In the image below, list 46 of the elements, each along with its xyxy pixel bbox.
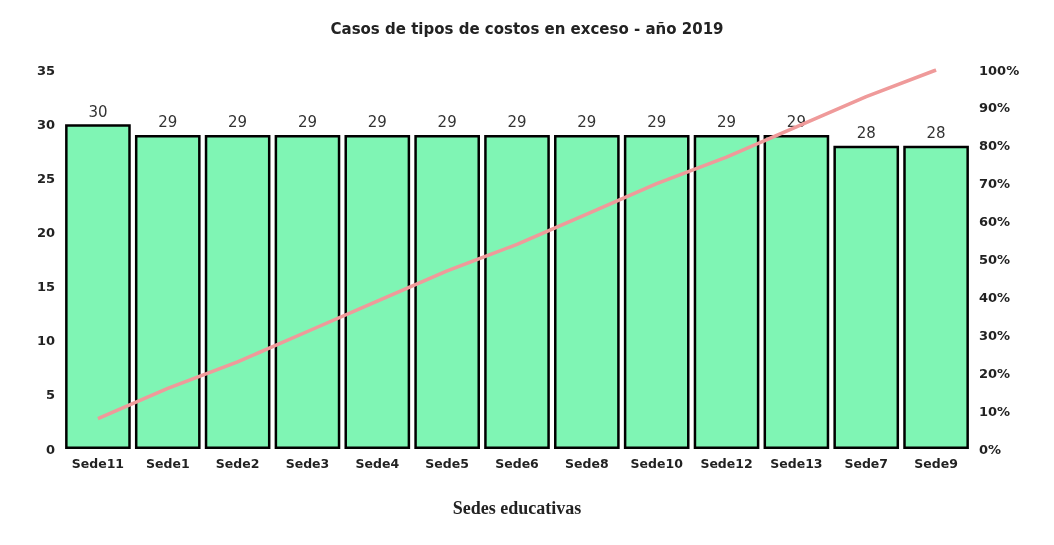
- y2-tick-label: 60%: [979, 214, 1011, 230]
- y2-tick-label: 50%: [979, 252, 1011, 267]
- x-tick-label: Sede2: [215, 456, 260, 471]
- x-tick-label: Sede7: [844, 456, 889, 471]
- x-tick-label: Sede1: [145, 456, 190, 471]
- x-tick-label: Sede5: [425, 456, 469, 471]
- data-label: 30: [88, 102, 108, 121]
- y2-tick-label: 80%: [979, 138, 1011, 154]
- y-tick-label: 0: [45, 441, 55, 457]
- y-tick-label: 15: [36, 279, 55, 295]
- y2-tick-label: 30%: [979, 327, 1011, 343]
- x-tick-label: Sede9: [914, 456, 958, 471]
- chart-title: Casos de tipos de costos en exceso - año 2019: [330, 19, 724, 38]
- x-tick-label: Sede3: [285, 456, 330, 471]
- data-label: 29: [577, 113, 597, 132]
- data-label: 28: [856, 124, 876, 143]
- y-tick-label: 20: [36, 224, 55, 240]
- y-tick-label: 30: [36, 116, 55, 132]
- x-tick-label: Sede6: [495, 456, 540, 471]
- y-tick-label: 5: [45, 387, 55, 403]
- x-tick-label: Sede12: [700, 456, 753, 471]
- y2-tick-label: 20%: [979, 365, 1011, 381]
- x-tick-label: Sede8: [565, 456, 609, 471]
- y2-tick-label: 10%: [979, 403, 1011, 419]
- x-axis-title: Sedes educativas: [452, 498, 582, 518]
- data-label: 29: [647, 113, 667, 132]
- data-label: 29: [367, 113, 387, 132]
- data-label: 29: [437, 113, 457, 132]
- data-label: 29: [297, 113, 318, 132]
- x-tick-label: Sede11: [71, 456, 125, 471]
- data-label: 28: [926, 124, 946, 143]
- y2-tick-label: 70%: [979, 176, 1011, 192]
- data-label: 29: [158, 113, 178, 132]
- data-label: 29: [716, 113, 737, 132]
- x-tick-label: Sede4: [355, 456, 400, 471]
- data-label: 29: [228, 113, 248, 132]
- y-tick-label: 35: [36, 62, 55, 78]
- y2-tick-label: 100%: [979, 62, 1020, 78]
- y2-tick-label: 40%: [979, 289, 1011, 305]
- y2-tick-label: 0%: [979, 441, 1002, 457]
- y-tick-label: 25: [36, 170, 55, 186]
- x-tick-label: Sede13: [770, 456, 823, 471]
- x-tick-label: Sede10: [630, 456, 684, 471]
- y2-tick-label: 90%: [979, 100, 1011, 116]
- data-label: 29: [507, 113, 527, 132]
- y-tick-label: 10: [36, 333, 55, 349]
